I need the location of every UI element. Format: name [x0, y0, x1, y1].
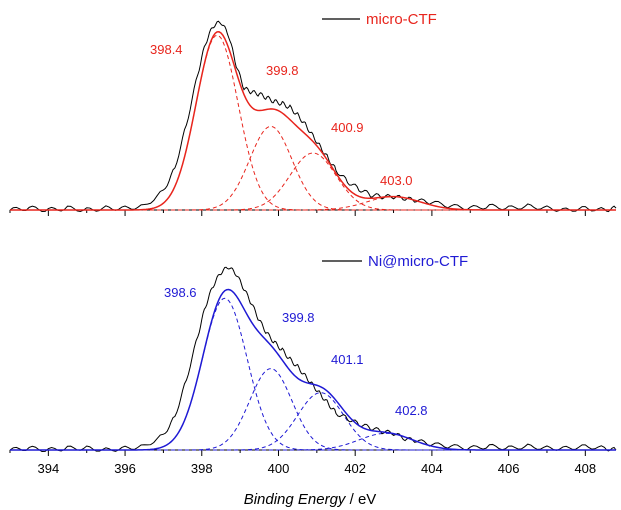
bottom-component-4 [10, 432, 616, 451]
top-component-2 [10, 125, 616, 211]
x-axis-title-quantity: Binding Energy [244, 491, 347, 508]
top-peak-label-1: 398.4 [150, 42, 183, 57]
top-component-1 [10, 34, 616, 211]
top-peak-label-4: 403.0 [380, 173, 413, 188]
x-tick-labels: 394 396 398 400 402 404 406 408 [38, 461, 597, 476]
bottom-component-2 [10, 368, 616, 451]
top-axis-ticks [9, 210, 586, 216]
top-component-curves [10, 34, 616, 211]
x-axis-title: Binding Energy / eV [244, 491, 377, 508]
x-tick-label: 406 [498, 461, 520, 476]
x-tick-label: 408 [574, 461, 596, 476]
x-tick-label: 402 [344, 461, 366, 476]
x-tick-label: 396 [114, 461, 136, 476]
bottom-component-3 [10, 392, 616, 451]
top-peak-label-3: 400.9 [331, 120, 364, 135]
bottom-peak-label-3: 401.1 [331, 352, 364, 367]
x-tick-label: 398 [191, 461, 213, 476]
bottom-peak-label-4: 402.8 [395, 403, 428, 418]
bottom-fit-envelope [10, 288, 616, 451]
x-axis-title-unit: / eV [345, 491, 376, 508]
bottom-peak-label-2: 399.8 [282, 310, 315, 325]
bottom-legend-label: Ni@micro-CTF [368, 253, 468, 270]
top-measured-spectrum [9, 20, 617, 213]
top-panel: micro-CTF 398.4 399.8 400.9 403.0 [9, 11, 617, 216]
bottom-measured-spectrum [9, 266, 617, 453]
top-peak-label-2: 399.8 [266, 63, 299, 78]
top-legend-label: micro-CTF [366, 11, 437, 28]
x-tick-label: 394 [38, 461, 60, 476]
top-fit-envelope [10, 31, 616, 211]
x-tick-label: 400 [268, 461, 290, 476]
x-tick-label: 404 [421, 461, 443, 476]
bottom-panel: Ni@micro-CTF 398.6 399.8 401.1 402.8 394… [9, 253, 617, 476]
top-component-3 [10, 152, 616, 211]
bottom-peak-label-1: 398.6 [164, 285, 197, 300]
